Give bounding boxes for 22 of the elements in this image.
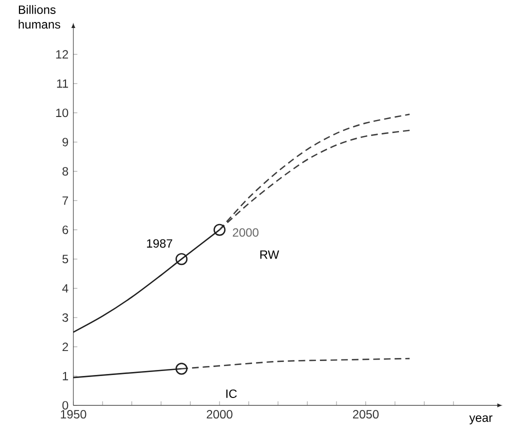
y-tick-label: 8	[62, 167, 68, 176]
x-tick-label: 2000	[206, 410, 232, 419]
annotation: 2000	[232, 228, 258, 237]
y-tick-label: 11	[57, 80, 68, 88]
y-tick-label: 10	[56, 108, 68, 118]
y-tick-label: 0	[62, 401, 68, 410]
y-axis-title: Billions humans	[18, 5, 60, 29]
y-tick-label: 12	[56, 50, 68, 59]
y-tick-label: 9	[62, 138, 68, 146]
y-tick-label: 1	[62, 372, 68, 380]
y-tick-label: 5	[62, 255, 68, 264]
y-tick-label: 6	[62, 226, 68, 234]
x-tick-label: 2050	[353, 410, 379, 419]
x-tick-label: 1950	[60, 410, 86, 419]
y-tick-label: 4	[62, 284, 68, 293]
y-tick-label: 7	[62, 196, 68, 205]
y-tick-label: 3	[62, 313, 68, 322]
y-tick-label: 2	[62, 342, 68, 352]
x-axis-title: year	[469, 416, 492, 424]
text: IC	[226, 390, 237, 398]
annotation: 1987	[147, 239, 172, 248]
text: RW	[260, 250, 280, 259]
